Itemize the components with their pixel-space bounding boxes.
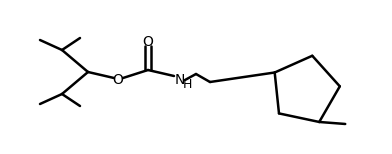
Text: N: N <box>175 73 185 87</box>
Text: O: O <box>143 35 153 49</box>
Text: H: H <box>182 77 192 91</box>
Text: O: O <box>113 73 123 87</box>
